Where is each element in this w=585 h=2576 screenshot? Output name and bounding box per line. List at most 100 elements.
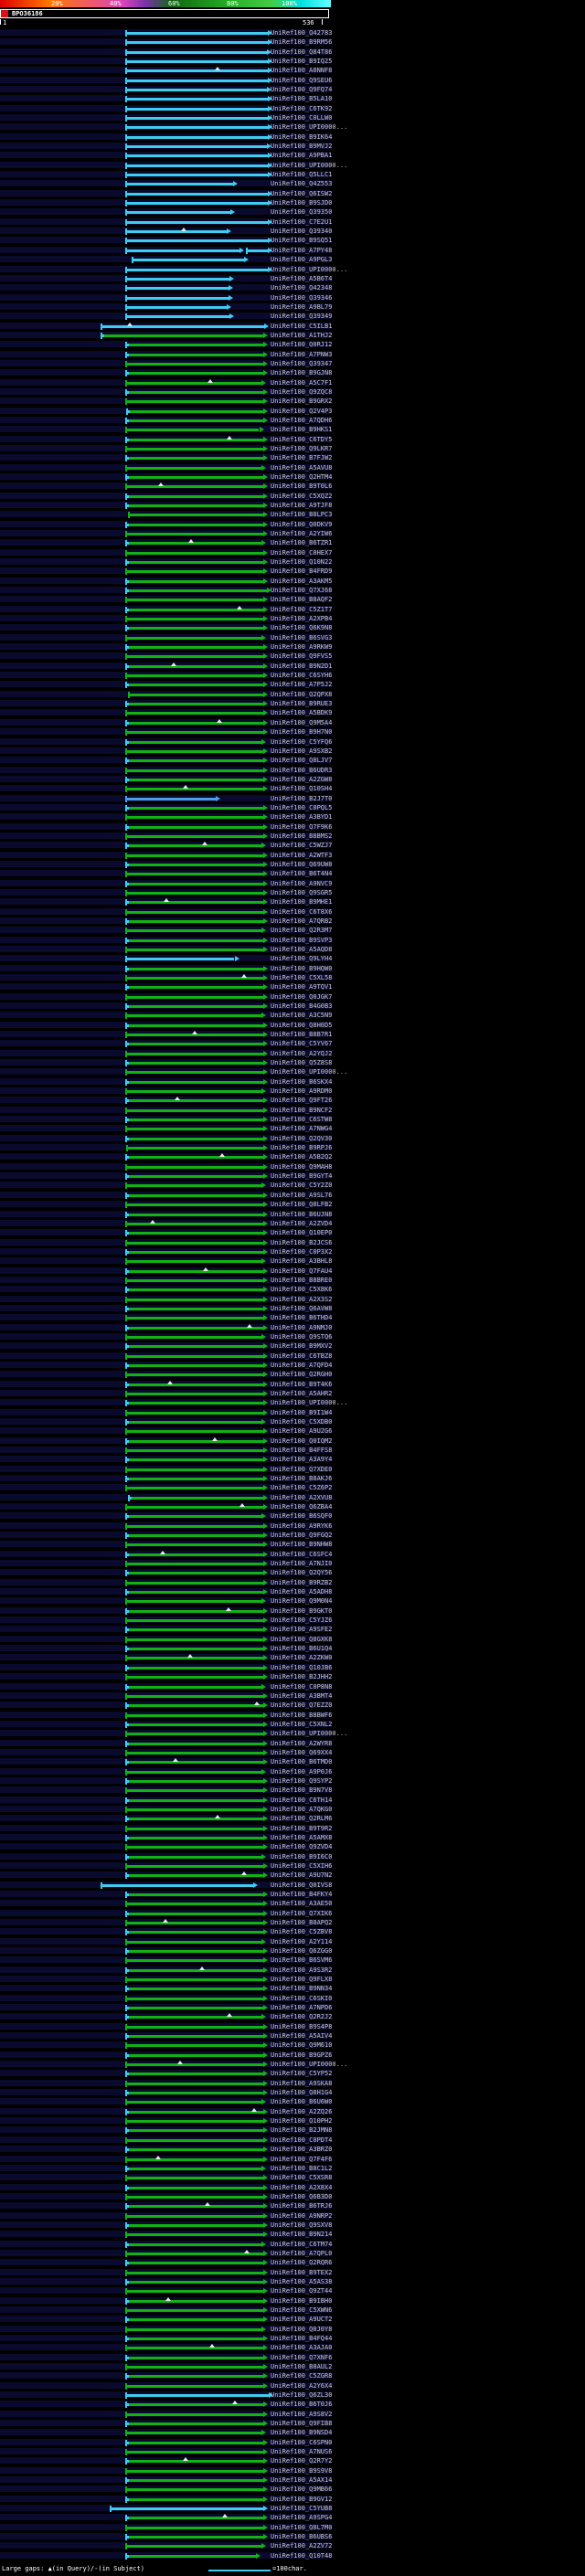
hit-bar[interactable] (125, 2271, 263, 2274)
hit-bar[interactable] (128, 693, 263, 696)
hit-label[interactable]: UniRef100_UPI0000... (271, 1068, 348, 1076)
hit-bar[interactable] (125, 1099, 263, 1103)
hit-bar[interactable] (125, 816, 263, 820)
hit-bar[interactable] (125, 1978, 263, 1982)
hit-label[interactable]: UniRef100_A2ZVD4 (271, 1219, 333, 1227)
hit-bar[interactable] (125, 1317, 263, 1320)
hit-label[interactable]: UniRef100_B9IBH0 (271, 2296, 333, 2305)
hit-bar[interactable] (125, 523, 263, 526)
hit-bar[interactable] (125, 1080, 263, 1084)
hit-label[interactable]: UniRef100_A2WYR8 (271, 1739, 333, 1747)
hit-label[interactable]: UniRef100_Q39349 (271, 313, 333, 321)
hit-label[interactable]: UniRef100_C7E2U1 (271, 217, 333, 226)
hit-bar[interactable] (125, 646, 263, 650)
hit-label[interactable]: UniRef100_B9MVJ2 (271, 143, 333, 151)
hit-label[interactable]: UniRef100_Q4Z553 (271, 180, 333, 188)
hit-bar[interactable] (125, 1354, 263, 1358)
hit-bar[interactable] (125, 1959, 263, 1963)
hit-bar[interactable] (125, 551, 263, 555)
hit-bar[interactable] (125, 995, 263, 999)
hit-bar[interactable] (125, 1175, 263, 1179)
hit-label[interactable]: UniRef100_B6TRJ6 (271, 2202, 333, 2210)
hit-bar[interactable] (125, 542, 262, 546)
hit-bar[interactable] (125, 1288, 263, 1292)
hit-bar[interactable] (125, 1241, 263, 1245)
hit-label[interactable]: UniRef100_B9N7V8 (271, 1786, 333, 1795)
hit-label[interactable]: UniRef100_B8AKJ6 (271, 1475, 333, 1483)
hit-label[interactable]: UniRef100_Q8LJV7 (271, 757, 333, 765)
hit-label[interactable]: UniRef100_UPI0000... (271, 1730, 348, 1738)
hit-label[interactable]: UniRef100_A5AVU8 (271, 463, 333, 472)
hit-label[interactable]: UniRef100_C5ZBV8 (271, 1928, 333, 1936)
hit-label[interactable]: UniRef100_C5ZGR8 (271, 2372, 333, 2380)
hit-label[interactable]: UniRef100_A3BRZ0 (271, 2146, 333, 2154)
hit-bar[interactable] (125, 769, 263, 772)
hit-bar[interactable] (125, 2432, 262, 2435)
hit-bar[interactable] (125, 126, 268, 130)
hit-bar[interactable] (125, 797, 217, 800)
hit-bar[interactable] (125, 145, 268, 149)
hit-label[interactable]: UniRef100_B9RZB2 (271, 1578, 333, 1586)
hit-label[interactable]: UniRef100_C5XWN6 (271, 2306, 333, 2314)
hit-bar[interactable] (125, 919, 263, 923)
hit-bar[interactable] (125, 381, 262, 385)
hit-label[interactable]: UniRef100_A2XPB4 (271, 615, 333, 623)
hit-bar[interactable] (125, 778, 263, 781)
hit-label[interactable]: UniRef100_B9HKS1 (271, 426, 333, 434)
hit-label[interactable]: UniRef100_A3C5N9 (271, 1012, 333, 1020)
hit-label[interactable]: UniRef100_B9S9V8 (271, 2466, 333, 2475)
hit-bar[interactable] (125, 1563, 263, 1566)
hit-bar[interactable] (125, 1420, 262, 1424)
hit-label[interactable]: UniRef100_B8BWF6 (271, 1711, 333, 1719)
hit-bar[interactable] (125, 1751, 263, 1754)
hit-label[interactable]: UniRef100_C6SKI0 (271, 1994, 333, 2002)
hit-label[interactable]: UniRef100_Q9ZVD4 (271, 1843, 333, 1851)
hit-bar[interactable] (125, 674, 263, 678)
hit-label[interactable]: UniRef100_Q9M5A4 (271, 718, 333, 726)
hit-bar[interactable] (125, 353, 263, 356)
hit-label[interactable]: UniRef100_B6UJN8 (271, 1210, 333, 1218)
hit-label[interactable]: UniRef100_C6STW8 (271, 1116, 333, 1124)
hit-label[interactable]: UniRef100_B6UDR3 (271, 766, 333, 774)
hit-bar[interactable] (125, 1846, 263, 1850)
hit-label[interactable]: UniRef100_Q7FAU4 (271, 1267, 333, 1275)
hit-bar[interactable] (125, 1326, 263, 1330)
hit-bar[interactable] (125, 2327, 262, 2331)
hit-bar[interactable] (125, 32, 268, 35)
hit-label[interactable]: UniRef100_A9S3R2 (271, 1966, 333, 1974)
hit-label[interactable]: UniRef100_Q9MAH8 (271, 1162, 333, 1171)
hit-bar[interactable] (110, 2507, 263, 2511)
hit-bar[interactable] (125, 79, 268, 82)
hit-bar[interactable] (125, 1892, 263, 1896)
hit-label[interactable]: UniRef100_B2J7T0 (271, 794, 333, 802)
hit-bar[interactable] (125, 863, 263, 866)
hit-label[interactable]: UniRef100_Q7EZZ0 (271, 1701, 333, 1710)
hit-bar[interactable] (125, 627, 263, 631)
hit-bar[interactable] (125, 636, 262, 640)
hit-label[interactable]: UniRef100_C5Z1T7 (271, 605, 333, 613)
hit-bar[interactable] (125, 1165, 263, 1169)
hit-label[interactable]: UniRef100_A8NNF8 (271, 67, 333, 75)
hit-label[interactable]: UniRef100_Q7XNF6 (271, 2353, 333, 2361)
hit-label[interactable]: UniRef100_B7FJW2 (271, 454, 333, 462)
hit-bar[interactable] (125, 2072, 263, 2076)
hit-label[interactable]: UniRef100_Q39350 (271, 208, 333, 217)
hit-bar[interactable] (101, 1883, 253, 1887)
hit-label[interactable]: UniRef100_C5YV67 (271, 1040, 333, 1048)
hit-bar[interactable] (125, 1439, 263, 1443)
hit-bar[interactable] (125, 117, 268, 121)
hit-label[interactable]: UniRef100_Q6K9N8 (271, 624, 333, 632)
hit-bar[interactable] (125, 2554, 257, 2558)
hit-bar[interactable] (125, 2488, 263, 2492)
hit-bar[interactable] (125, 2016, 262, 2019)
hit-bar[interactable] (125, 599, 263, 602)
hit-label[interactable]: UniRef100_Q6ZL30 (271, 2391, 333, 2399)
hit-bar[interactable] (125, 1402, 263, 1405)
hit-label[interactable]: UniRef100_A9UCT2 (271, 2316, 333, 2324)
hit-bar[interactable] (125, 1713, 263, 1717)
hit-bar[interactable] (128, 1496, 263, 1500)
hit-label[interactable]: UniRef100_B9GPZ6 (271, 2051, 333, 2059)
hit-bar[interactable] (125, 1940, 262, 1944)
hit-bar[interactable] (125, 1213, 263, 1216)
hit-bar[interactable] (125, 2451, 263, 2454)
